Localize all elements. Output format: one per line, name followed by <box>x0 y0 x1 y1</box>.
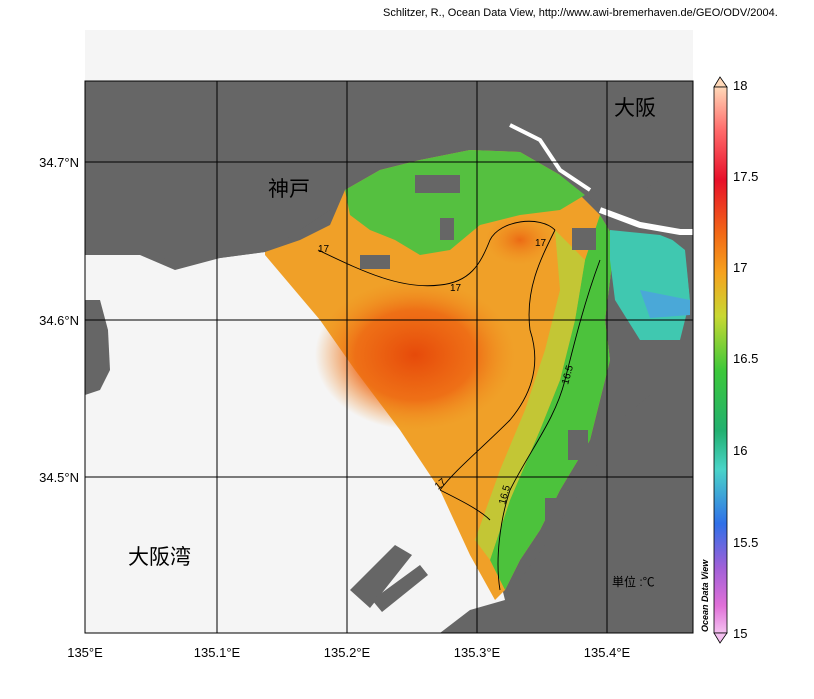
lon-tick: 135.1°E <box>194 645 241 660</box>
colorbar-scale <box>713 86 728 634</box>
colorbar-tick: 18 <box>733 78 747 93</box>
lat-tick: 34.7°N <box>39 155 79 170</box>
west-land <box>85 300 110 395</box>
colorbar-tick: 15 <box>733 626 747 641</box>
odv-vertical-label: Ocean Data View <box>700 559 710 632</box>
lat-tick: 34.6°N <box>39 313 79 328</box>
contour-17-mid <box>439 229 556 491</box>
contour-label: 17 <box>450 283 462 294</box>
colorbar-top-arrow <box>713 76 728 88</box>
lon-tick: 135.2°E <box>324 645 371 660</box>
lat-tick: 34.5°N <box>39 470 79 485</box>
graticule <box>85 81 693 633</box>
blue-river-mouth <box>640 290 690 318</box>
contour-label: 16.5 <box>560 364 576 386</box>
colorbar-tick: 16 <box>733 443 747 458</box>
river-channel <box>509 123 592 192</box>
pier-3 <box>572 228 596 250</box>
pier-5 <box>545 498 561 538</box>
place-osaka-bay: 大阪湾 <box>128 545 191 569</box>
place-kobe: 神戸 <box>268 177 310 201</box>
contour-17-south <box>439 489 491 521</box>
credit-text: Schlitzer, R., Ocean Data View, http://w… <box>383 7 778 19</box>
map-area <box>85 81 693 633</box>
cool-coastal-band <box>345 150 585 255</box>
pier-4 <box>415 175 460 193</box>
colorbar-tick: 17.5 <box>733 169 758 184</box>
colorbar-tick: 15.5 <box>733 535 758 550</box>
colorbar-tick: 17 <box>733 260 747 275</box>
osaka-east-land <box>500 160 693 633</box>
contour-label: 17 <box>535 238 547 249</box>
top-band <box>85 30 693 80</box>
airport-island <box>350 545 412 608</box>
contour-label: 16.5 <box>497 484 513 506</box>
pier-1 <box>360 255 390 269</box>
warm-core <box>315 280 515 430</box>
lon-tick-labels: 135°E 135.1°E 135.2°E 135.3°E 135.4°E <box>67 645 630 660</box>
airport-island-2 <box>372 565 428 612</box>
lon-tick: 135°E <box>67 645 103 660</box>
map-frame <box>84 80 694 634</box>
pier-6 <box>568 430 588 460</box>
colorbar-bottom-arrow <box>713 632 728 644</box>
contour-165 <box>497 259 601 591</box>
contour-lines <box>317 220 601 591</box>
open-bay-water <box>85 250 505 633</box>
pier-7 <box>612 395 636 413</box>
colorbar: 18 17.5 17 16.5 16 15.5 15 Ocean Data Vi… <box>700 76 758 644</box>
contour-17-north <box>317 220 556 287</box>
contour-label: 17 <box>318 244 330 255</box>
lon-tick: 135.4°E <box>584 645 631 660</box>
yodo-river <box>598 207 693 235</box>
lon-tick: 135.3°E <box>454 645 501 660</box>
unit-label: 単位 :℃ <box>612 574 655 589</box>
kobe-land <box>85 81 693 262</box>
place-osaka: 大阪 <box>614 96 656 120</box>
pier-2 <box>440 218 454 240</box>
lat-tick-labels: 34.7°N 34.6°N 34.5°N <box>39 155 79 485</box>
colorbar-tick: 16.5 <box>733 351 758 366</box>
